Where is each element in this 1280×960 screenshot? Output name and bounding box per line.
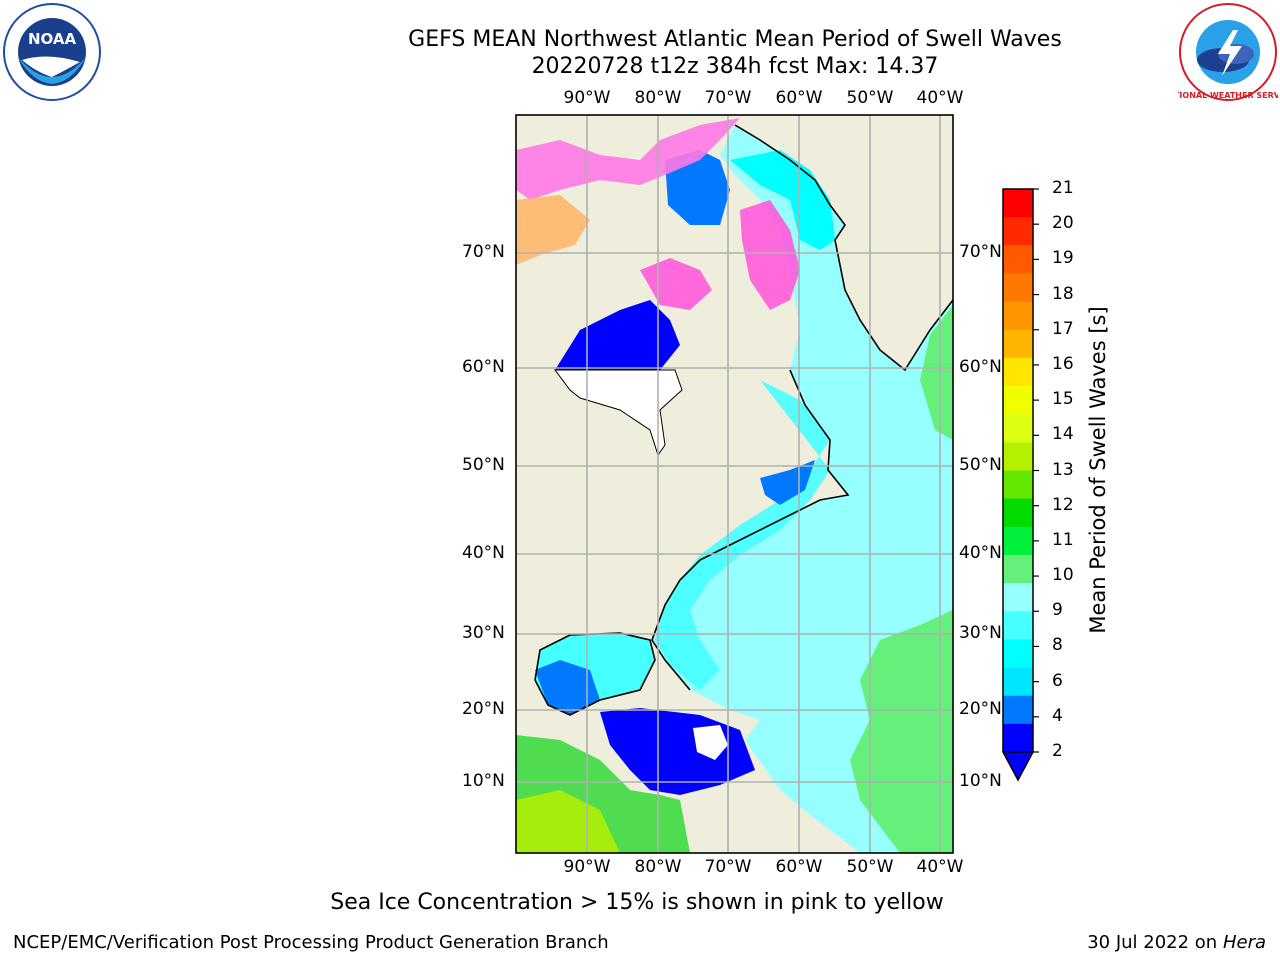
lon-label-top-50w: 50°W <box>846 88 894 108</box>
colorbar-tick-label: 14 <box>1052 424 1074 445</box>
colorbar-swatch <box>1003 470 1033 500</box>
colorbar-tick-label: 2 <box>1052 741 1063 761</box>
colorbar-swatch <box>1003 245 1033 274</box>
gulf-deep <box>535 660 600 715</box>
greenland-coastline <box>734 124 953 372</box>
colorbar-swatch <box>1003 442 1033 471</box>
northeast-green-band <box>920 305 953 440</box>
colorbar-title: Mean Period of Swell Waves [s] <box>1086 306 1110 634</box>
southeast-green-band <box>850 610 953 853</box>
gulf-coastline <box>534 632 656 716</box>
colorbar <box>1001 188 1039 782</box>
lat-label-left-70n: 70°N <box>462 242 505 262</box>
lat-label-left-60n: 60°N <box>462 357 505 377</box>
nws-logo-text: NATIONAL WEATHER SERVICE <box>1178 91 1278 100</box>
colorbar-swatch <box>1003 273 1033 303</box>
south-america-yellowgreen <box>516 790 620 853</box>
colorbar-tick-label: 12 <box>1052 494 1074 515</box>
arctic-sea-ice-west <box>516 195 590 265</box>
colorbar-tick-label: 20 <box>1052 213 1074 234</box>
lon-label-bottom-60w: 60°W <box>775 857 823 877</box>
lat-label-left-50n: 50°N <box>462 455 505 475</box>
chart-subtitle: 20220728 t12z 384h fcst Max: 14.37 <box>531 54 939 79</box>
colorbar-tick-label: 8 <box>1052 635 1063 656</box>
noaa-logo-text: NOAA <box>28 30 77 48</box>
colorbar-tick-label: 16 <box>1052 353 1074 374</box>
lon-label-bottom-90w: 90°W <box>563 857 611 877</box>
lat-label-left-30n: 30°N <box>462 623 505 643</box>
colorbar-swatch <box>1003 386 1033 415</box>
footer-date: 30 Jul 2022 on Hera <box>1087 932 1266 953</box>
lon-label-top-80w: 80°W <box>634 88 682 108</box>
lon-label-top-90w: 90°W <box>563 88 611 108</box>
baffin-bay <box>665 150 730 225</box>
lat-label-right-20n: 20°N <box>959 699 1002 719</box>
caribbean-patch <box>693 725 728 760</box>
colorbar-swatch <box>1003 217 1033 246</box>
colorbar-tick-label: 9 <box>1052 600 1063 621</box>
colorbar-swatch <box>1003 189 1033 218</box>
sea-ice-note: Sea Ice Concentration > 15% is shown in … <box>330 890 944 915</box>
lat-label-left-20n: 20°N <box>462 699 505 719</box>
colorbar-swatch <box>1003 329 1033 359</box>
colorbar-swatch <box>1003 695 1033 725</box>
colorbar-swatch <box>1003 414 1033 443</box>
colorbar-swatch <box>1003 526 1033 556</box>
baffin-sea-ice <box>740 200 800 310</box>
lat-label-right-30n: 30°N <box>959 623 1002 643</box>
lat-label-right-60n: 60°N <box>959 357 1002 377</box>
colorbar-tick-label: 6 <box>1052 670 1063 691</box>
map-frame <box>515 114 954 854</box>
colorbar-tick-label: 4 <box>1052 705 1063 726</box>
nws-logo: NATIONAL WEATHER SERVICE <box>1178 3 1278 101</box>
lon-label-top-70w: 70°W <box>704 88 752 108</box>
colorbar-swatch <box>1003 357 1033 387</box>
noaa-logo: NOAA <box>3 3 101 101</box>
colorbar-tick-label: 13 <box>1052 459 1074 480</box>
coastal-swell-band <box>655 380 830 690</box>
gulf-st-lawrence <box>760 460 815 505</box>
colorbar-tick-label: 18 <box>1052 283 1074 304</box>
lon-label-bottom-40w: 40°W <box>916 857 964 877</box>
lat-label-right-40n: 40°N <box>959 543 1002 563</box>
colorbar-swatch <box>1003 583 1033 612</box>
colorbar-tick-label: 10 <box>1052 565 1074 586</box>
colorbar-extend-arrow <box>1001 751 1035 782</box>
colorbar-tick-label: 15 <box>1052 389 1074 410</box>
lon-label-top-60w: 60°W <box>775 88 823 108</box>
chart-title: GEFS MEAN Northwest Atlantic Mean Period… <box>408 27 1062 52</box>
map-gridlines <box>516 115 953 853</box>
lat-label-left-40n: 40°N <box>462 543 505 563</box>
map-plot-area <box>516 115 953 853</box>
lon-label-bottom-80w: 80°W <box>634 857 682 877</box>
colorbar-swatch <box>1003 667 1033 697</box>
colorbar-swatch <box>1003 301 1033 331</box>
lat-label-right-70n: 70°N <box>959 242 1002 262</box>
colorbar-tick-label: 11 <box>1052 529 1074 550</box>
lon-label-top-40w: 40°W <box>916 88 964 108</box>
north-america-coastline <box>651 369 850 691</box>
colorbar-tick-label: 17 <box>1052 318 1074 339</box>
lon-label-bottom-70w: 70°W <box>704 857 752 877</box>
colorbar-swatch <box>1003 498 1033 528</box>
colorbar-swatch <box>1003 723 1033 753</box>
colorbar-tick-label: 21 <box>1052 178 1074 198</box>
arctic-sea-ice <box>516 118 740 200</box>
footer-date-text: 30 Jul 2022 on <box>1087 932 1218 953</box>
lon-label-bottom-50w: 50°W <box>846 857 894 877</box>
footer-credit: NCEP/EMC/Verification Post Processing Pr… <box>13 932 609 953</box>
colorbar-swatch <box>1003 554 1033 584</box>
lat-label-right-10n: 10°N <box>959 771 1002 791</box>
colorbar-swatch <box>1003 639 1033 669</box>
footer-machine: Hera <box>1222 932 1266 953</box>
lat-label-right-50n: 50°N <box>959 455 1002 475</box>
lat-label-left-10n: 10°N <box>462 771 505 791</box>
colorbar-tick-label: 19 <box>1052 248 1074 269</box>
colorbar-swatch <box>1003 611 1033 640</box>
